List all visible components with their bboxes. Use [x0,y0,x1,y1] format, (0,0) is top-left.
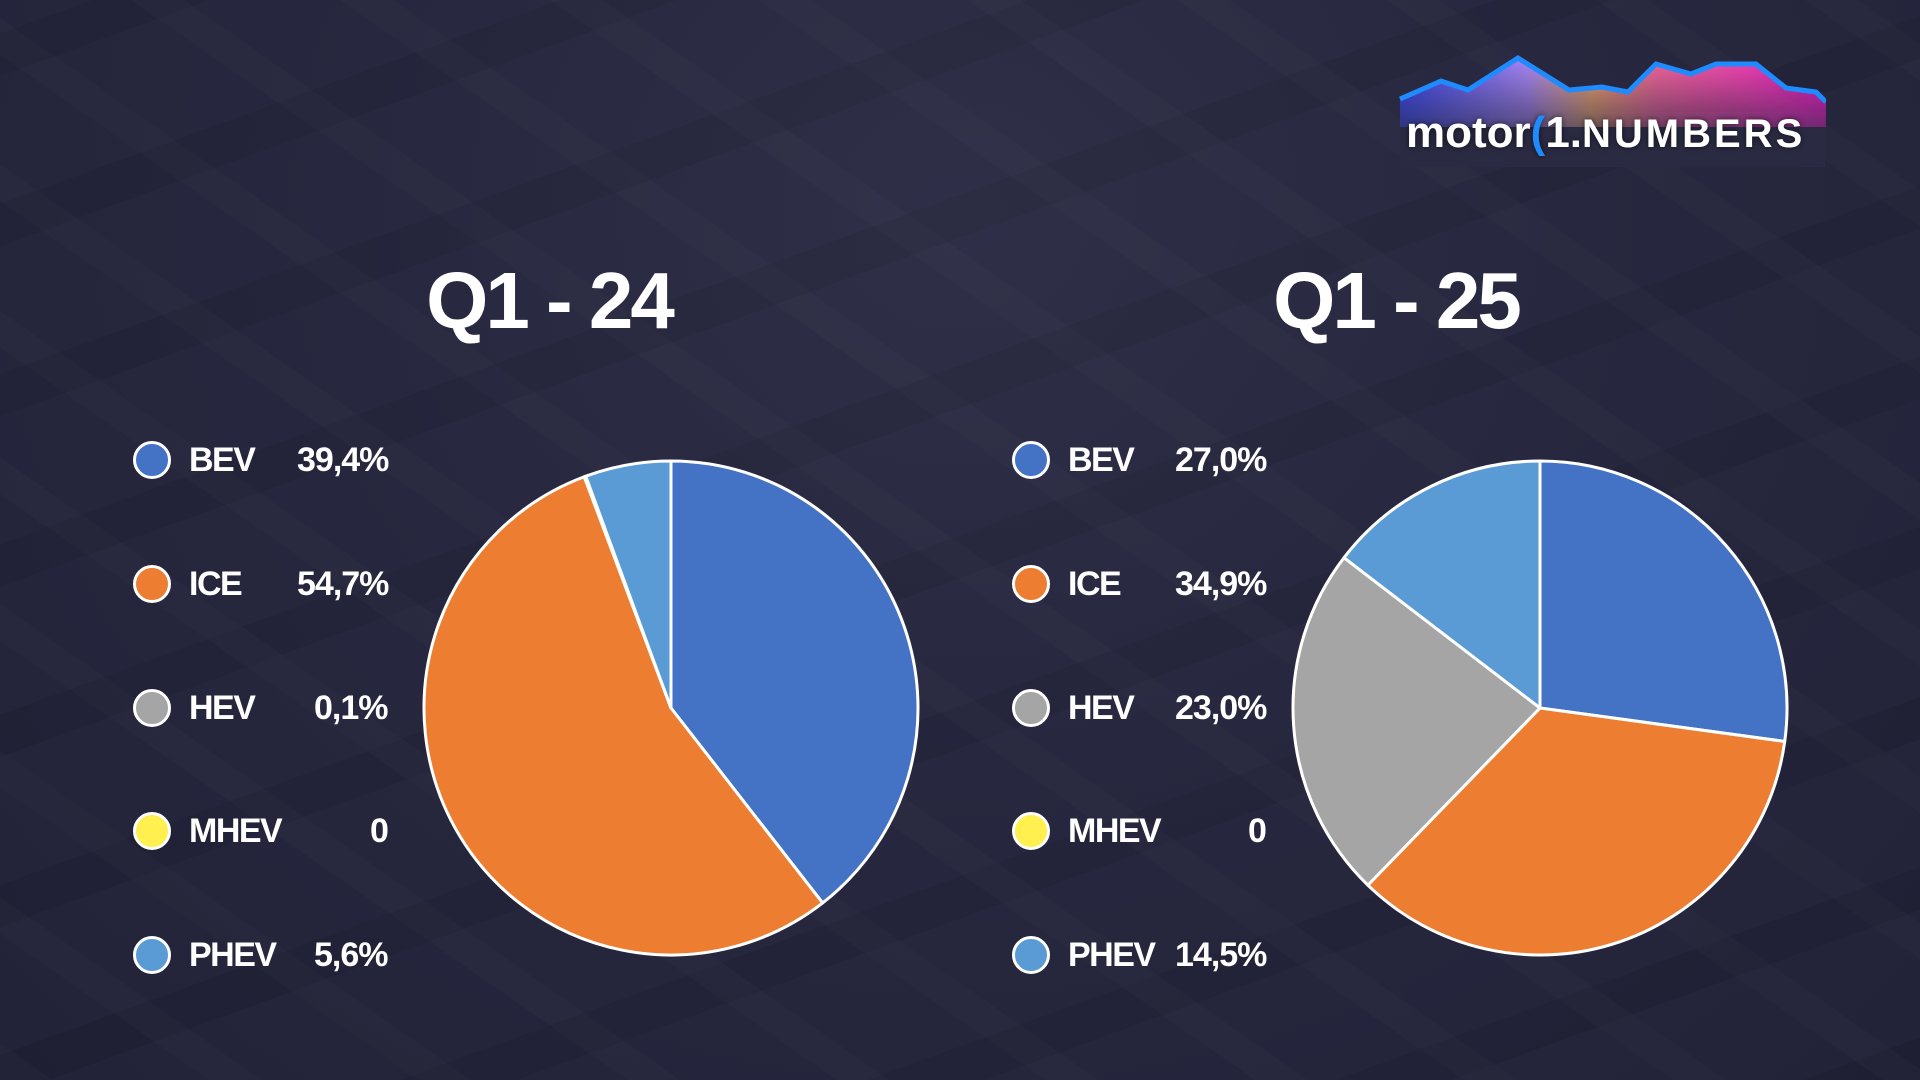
legend-item-ice: ICE 34,9% [1012,562,1267,606]
legend-item-hev: HEV 0,1% [133,686,388,730]
legend-label: HEV [1068,688,1135,727]
legend-item-ice: ICE 54,7% [133,562,389,606]
chart-title-q1-25: Q1 - 25 [1273,256,1522,345]
legend-label: PHEV [1068,935,1156,974]
pie-slice-ice [1366,706,1787,957]
pie-slice-phev [584,459,673,710]
legend-label: MHEV [1068,811,1162,850]
legend-label: PHEV [189,935,277,974]
logo-text: motor(1.NUMBERS [1406,108,1806,157]
legend-swatch-ice [1012,565,1050,603]
legend-swatch-hev [133,689,171,727]
legend-item-phev: PHEV 5,6% [133,933,388,977]
data-label: 27,0% [1175,440,1267,479]
legend-item-mhev: MHEV 0 [1012,809,1267,853]
legend-swatch-mhev [1012,812,1050,850]
legend-swatch-phev [1012,936,1050,974]
data-label: 39,4% [297,440,389,479]
legend-label: ICE [1068,564,1122,603]
legend-swatch-phev [133,936,171,974]
legend-label: HEV [189,688,256,727]
data-label: 5,6% [314,935,388,974]
pie-slice-bev [1538,459,1789,743]
data-label: 14,5% [1175,935,1267,974]
legend-label: ICE [189,564,243,603]
pie-slice-ice [422,475,825,957]
legend-item-hev: HEV 23,0% [1012,686,1267,730]
legend-swatch-mhev [133,812,171,850]
pie-chart-1 [1291,459,1789,957]
pie-slice-phev [1342,459,1542,710]
pie-slice-bev [669,459,920,905]
legend-swatch-bev [133,441,171,479]
legend-item-bev: BEV 27,0% [1012,438,1267,482]
legend-item-phev: PHEV 14,5% [1012,933,1267,977]
legend-swatch-bev [1012,441,1050,479]
legend-label: BEV [1068,440,1135,479]
legend-item-mhev: MHEV 0 [133,809,389,853]
legend-swatch-hev [1012,689,1050,727]
pie-slice-hev [1291,556,1542,887]
legend-item-bev: BEV 39,4% [133,438,389,482]
legend-label: MHEV [189,811,283,850]
pie-chart-0 [422,459,920,957]
data-label: 23,0% [1175,688,1267,727]
legend-swatch-ice [133,565,171,603]
data-label: 34,9% [1175,564,1267,603]
logo-mountain-graphic [1398,55,1828,167]
data-label: 0 [1248,811,1267,850]
motor1-numbers-logo: motor(1.NUMBERS [1396,52,1828,167]
data-label: 54,7% [297,564,389,603]
data-label: 0,1% [314,688,388,727]
data-label: 0 [370,811,389,850]
chart-title-q1-24: Q1 - 24 [426,256,675,345]
legend-label: BEV [189,440,256,479]
